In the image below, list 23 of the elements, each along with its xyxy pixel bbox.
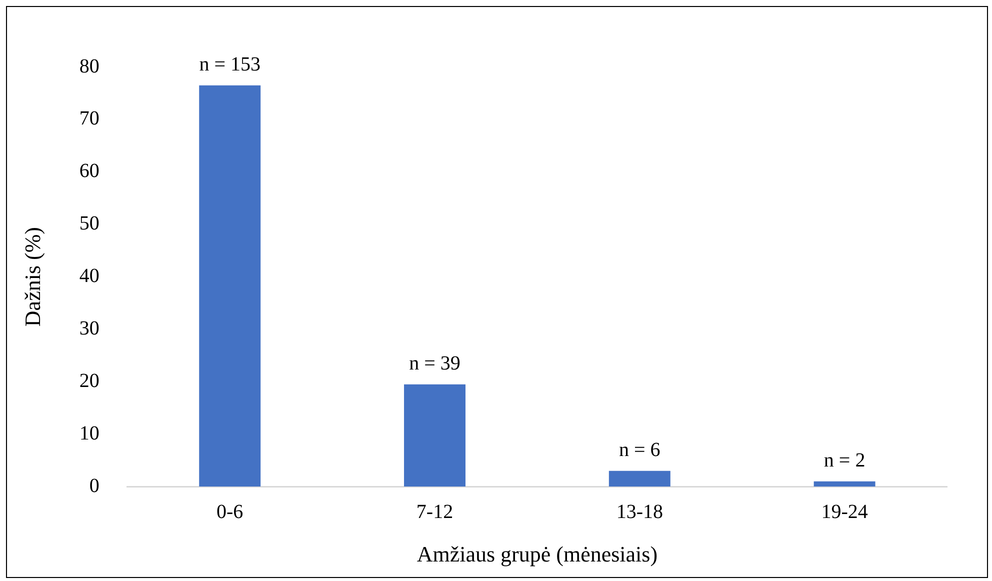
bar xyxy=(199,85,261,487)
y-tick-label: 10 xyxy=(79,422,100,444)
bar xyxy=(404,384,466,487)
annotation: n = 39 xyxy=(409,352,460,375)
x-axis-title: Amžiaus grupė (mėnesiais) xyxy=(416,542,658,567)
y-tick-label: 0 xyxy=(89,474,100,497)
y-axis-title: Dažnis (%) xyxy=(20,227,45,327)
x-tick-label: 13-18 xyxy=(616,500,663,523)
annotation: n = 6 xyxy=(619,439,660,462)
y-tick-label: 60 xyxy=(79,160,100,182)
annotation: n = 2 xyxy=(824,450,866,472)
bar xyxy=(608,470,670,487)
x-tick-label: 0-6 xyxy=(216,500,244,523)
y-tick-label: 20 xyxy=(79,370,100,392)
bar xyxy=(814,481,876,487)
y-tick-label: 40 xyxy=(79,265,100,288)
y-tick-label: 70 xyxy=(79,108,100,130)
y-tick-label: 30 xyxy=(79,318,100,340)
x-tick-label: 7-12 xyxy=(416,500,454,523)
annotation: n = 153 xyxy=(199,54,260,76)
y-tick-label: 80 xyxy=(79,55,100,78)
y-tick-label: 50 xyxy=(79,212,100,235)
x-tick-label: 19-24 xyxy=(821,500,868,523)
